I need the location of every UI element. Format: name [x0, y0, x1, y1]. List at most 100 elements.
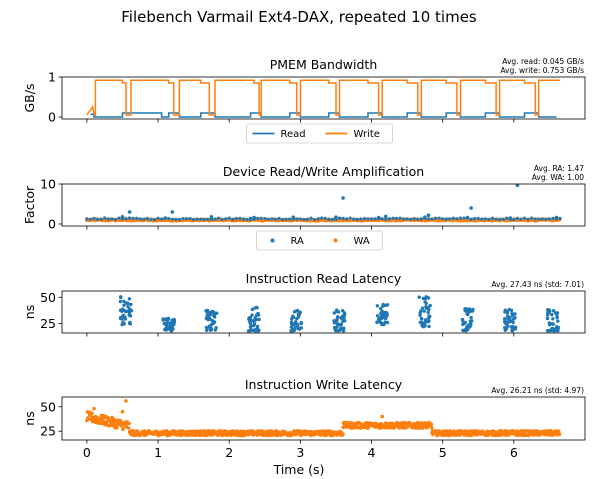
data-point-ra — [377, 216, 381, 220]
data-point — [128, 313, 131, 316]
data-point — [511, 321, 514, 324]
data-point — [471, 308, 474, 311]
data-point — [510, 329, 513, 332]
data-point-ra — [523, 217, 526, 220]
data-point-ra — [185, 217, 188, 220]
data-point — [423, 309, 426, 312]
data-point-ra — [270, 217, 273, 220]
annotation-text: Avg. read: 0.045 GB/s — [502, 57, 584, 66]
data-point — [255, 306, 258, 309]
data-point — [558, 433, 561, 436]
legend-label-read: Read — [281, 129, 306, 140]
annotation-text: Avg. write: 0.753 GB/s — [500, 66, 584, 75]
data-point-ra — [238, 217, 241, 220]
data-point — [127, 426, 130, 429]
data-point — [343, 311, 346, 314]
data-point-ra — [519, 218, 522, 221]
data-point-ra — [228, 217, 231, 220]
data-point-ra — [163, 216, 167, 220]
data-point — [379, 312, 382, 315]
data-point — [248, 320, 251, 323]
chart-panel-4: Instruction Write LatencynsAvg. 26.21 ns… — [22, 377, 585, 460]
data-point — [506, 315, 509, 318]
data-point-ra — [302, 218, 305, 221]
data-point-ra — [267, 218, 270, 221]
annotation-text: Avg. WA: 1.00 — [532, 173, 585, 182]
data-point — [296, 324, 299, 327]
data-point-ra — [121, 215, 125, 219]
data-point-ra — [548, 217, 551, 220]
data-point — [425, 295, 428, 298]
data-point — [253, 329, 256, 332]
data-point — [428, 315, 431, 318]
data-point-ra — [160, 217, 163, 220]
data-point — [469, 323, 472, 326]
data-point — [376, 314, 379, 317]
data-point-ra — [331, 218, 334, 221]
data-point-ra — [153, 218, 156, 221]
data-point-ra — [416, 217, 419, 220]
data-point — [461, 329, 464, 332]
data-point — [119, 296, 122, 299]
data-point — [122, 300, 125, 303]
data-point-ra — [281, 218, 284, 221]
data-point — [214, 328, 217, 331]
legend: RA WA — [257, 231, 383, 250]
data-point — [205, 329, 208, 332]
data-point — [514, 327, 517, 330]
annotation-text: Avg. RA: 1.47 — [534, 164, 584, 173]
data-point-ra — [555, 216, 559, 220]
data-point-ra — [213, 218, 216, 221]
data-point-ra — [96, 218, 99, 221]
data-point-ra — [544, 218, 547, 221]
data-point — [427, 325, 430, 328]
chart-title: PMEM Bandwidth — [270, 57, 378, 72]
x-tick-label: 1 — [154, 445, 162, 460]
data-point-ra — [167, 217, 170, 220]
data-point-ra — [530, 216, 533, 219]
data-point-ra — [534, 217, 537, 220]
data-point — [124, 317, 127, 320]
data-point-ra — [445, 217, 448, 220]
data-point-ra — [178, 218, 181, 221]
data-point-ra — [217, 217, 220, 220]
x-tick-label: 0 — [83, 445, 91, 460]
data-point-ra — [196, 218, 199, 221]
data-point-ra — [181, 217, 184, 220]
data-point — [295, 317, 298, 320]
data-point-ra — [324, 217, 327, 220]
data-point-ra — [459, 217, 462, 220]
data-point-ra — [110, 217, 113, 220]
data-point — [339, 316, 342, 319]
data-point-ra — [199, 218, 202, 221]
data-point-ra — [256, 217, 259, 220]
data-point — [550, 313, 553, 316]
data-point-ra — [171, 218, 174, 221]
data-point — [426, 306, 429, 309]
data-point — [128, 297, 131, 300]
data-point — [546, 329, 549, 332]
data-point-ra — [170, 210, 174, 214]
data-point-ra — [274, 218, 277, 221]
data-point — [86, 417, 89, 420]
x-tick-label: 5 — [439, 445, 447, 460]
data-point-ra — [263, 217, 266, 220]
data-point — [209, 311, 212, 314]
chart-panel-3: Instruction Read Latency ns Avg. 27.43 ns … — [22, 271, 585, 337]
data-point-ra — [345, 217, 348, 220]
data-point-ra — [277, 217, 280, 220]
y-tick-label: 50 — [40, 399, 56, 414]
data-point-ra — [406, 217, 409, 220]
data-point-ra — [327, 218, 330, 221]
data-point-ra — [174, 218, 177, 221]
data-point-ra — [203, 218, 206, 221]
figure-title: Filebench Varmail Ext4-DAX, repeated 10 … — [121, 8, 477, 26]
data-point-ra — [402, 217, 405, 220]
data-point-ra — [149, 218, 152, 221]
data-point-ra — [260, 217, 263, 220]
data-point — [335, 310, 338, 313]
data-point-ra — [491, 217, 494, 220]
data-point-ra — [192, 218, 195, 221]
y-tick-label: 10 — [40, 177, 56, 192]
